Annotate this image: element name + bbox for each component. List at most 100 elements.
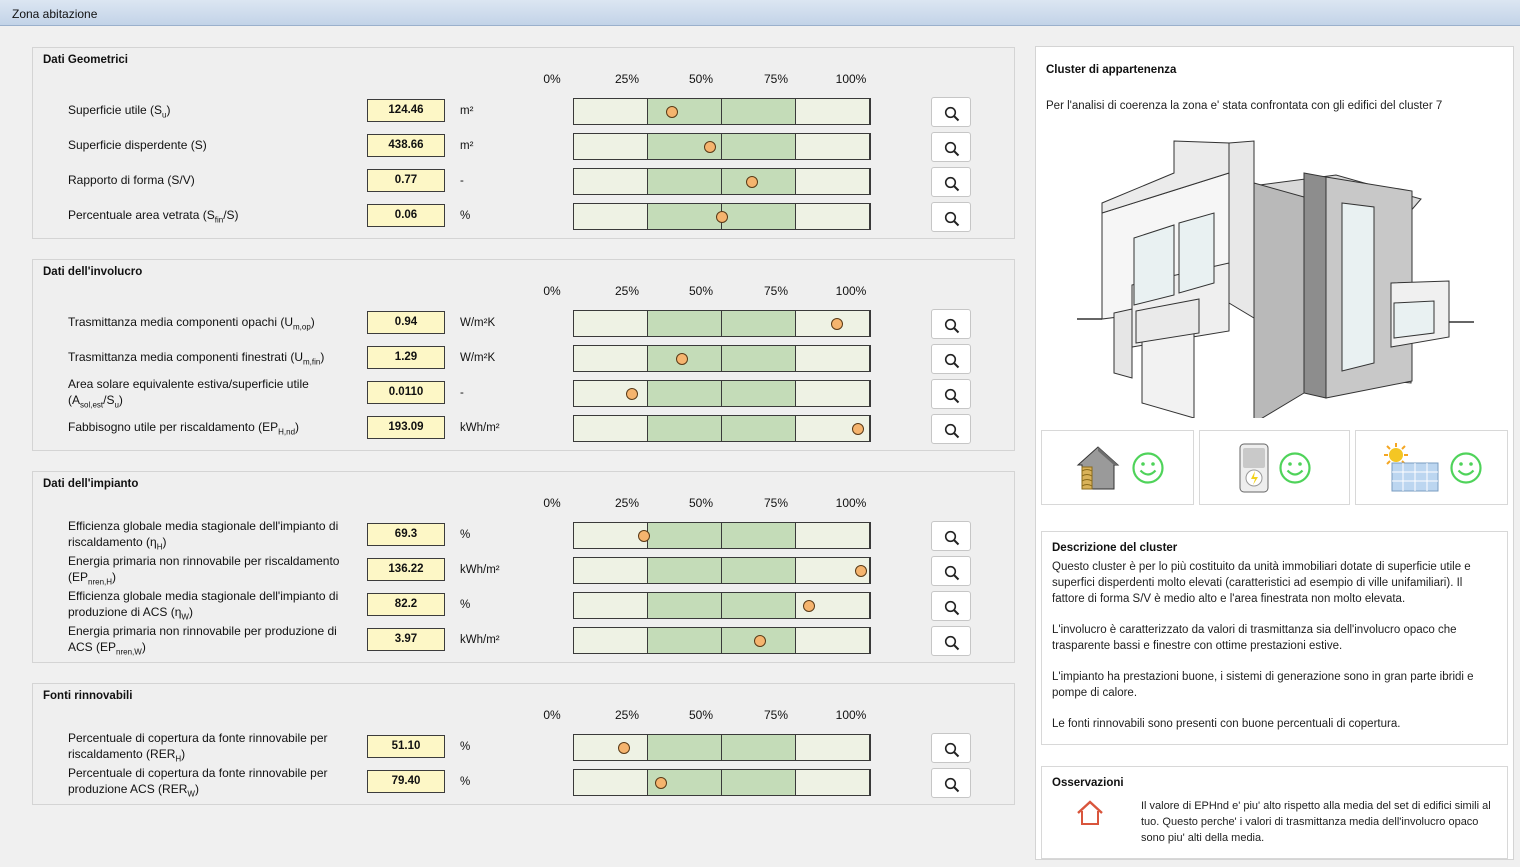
percentile-marker xyxy=(655,777,668,789)
indicator-unit: kWh/m² xyxy=(460,564,500,576)
indicator-value: 1.29 xyxy=(367,346,445,369)
magnifier-icon xyxy=(944,141,960,157)
indicator-label: Trasmittanza media componenti opachi (Um… xyxy=(68,315,315,332)
description-p3: L'impianto ha prestazioni buone, i siste… xyxy=(1052,671,1474,699)
percentile-marker xyxy=(704,141,717,153)
percentile-marker xyxy=(745,176,758,188)
bar-segment xyxy=(722,134,796,159)
bar-segment xyxy=(648,735,722,760)
details-button[interactable] xyxy=(931,414,971,444)
magnifier-icon xyxy=(944,777,960,793)
scale-label: 25% xyxy=(614,72,640,86)
bar-segment xyxy=(796,381,870,406)
magnifier-icon xyxy=(944,600,960,616)
percentile-bar xyxy=(573,627,871,654)
observations-title: Osservazioni xyxy=(1052,777,1124,789)
indicator-row: Fabbisogno utile per riscaldamento (EPH,… xyxy=(33,413,1016,447)
details-button[interactable] xyxy=(931,591,971,621)
indicator-unit: m² xyxy=(460,140,474,152)
details-button[interactable] xyxy=(931,521,971,551)
percentile-marker xyxy=(637,530,650,542)
bar-segment xyxy=(648,381,722,406)
section-title: Dati dell'involucro xyxy=(43,266,143,278)
percentile-marker xyxy=(831,318,844,330)
indicator-value: 0.94 xyxy=(367,311,445,334)
bar-segment xyxy=(796,99,870,124)
percentile-marker xyxy=(754,635,767,647)
details-button[interactable] xyxy=(931,768,971,798)
details-button[interactable] xyxy=(931,379,971,409)
indicator-label: Percentuale di copertura da fonte rinnov… xyxy=(68,766,328,799)
percentile-bar xyxy=(573,769,871,796)
scale-label: 75% xyxy=(763,496,789,510)
bar-segment xyxy=(722,523,796,548)
indicator-unit: % xyxy=(460,776,471,788)
indicator-unit: % xyxy=(460,210,471,222)
bar-segment xyxy=(722,381,796,406)
observations-text: Il valore di EPHnd e' piu' alto rispetto… xyxy=(1141,800,1491,844)
details-button[interactable] xyxy=(931,167,971,197)
percentile-bar xyxy=(573,415,871,442)
scale-label: 50% xyxy=(688,496,714,510)
indicator-row: Efficienza globale media stagionale dell… xyxy=(33,589,1016,624)
bar-segment xyxy=(574,523,648,548)
scale-label: 50% xyxy=(688,284,714,298)
heat-pump-icon xyxy=(1239,443,1269,493)
details-button[interactable] xyxy=(931,132,971,162)
indicator-unit: % xyxy=(460,529,471,541)
scale-label: 50% xyxy=(688,708,714,722)
percentile-bar xyxy=(573,133,871,160)
bar-segment xyxy=(574,204,648,229)
details-button[interactable] xyxy=(931,97,971,127)
bar-segment xyxy=(574,134,648,159)
indicator-row: Energia primaria non rinnovabile per pro… xyxy=(33,624,1016,659)
cluster-description: Descrizione del cluster Questo cluster è… xyxy=(1041,531,1508,745)
indicator-value: 438.66 xyxy=(367,134,445,157)
magnifier-icon xyxy=(944,635,960,651)
bar-segment xyxy=(574,416,648,441)
bar-segment xyxy=(796,169,870,194)
details-button[interactable] xyxy=(931,344,971,374)
section-1: Dati dell'involucro 0% 25% 50% 75% 100% Trasmi… xyxy=(32,259,1015,451)
section-title: Fonti rinnovabili xyxy=(43,690,133,702)
bar-segment xyxy=(722,593,796,618)
indicator-label: Fabbisogno utile per riscaldamento (EPH,… xyxy=(68,420,300,437)
percentile-bar xyxy=(573,203,871,230)
percentile-bar xyxy=(573,310,871,337)
percentile-marker xyxy=(855,565,868,577)
percentile-bar xyxy=(573,345,871,372)
scale-label: 100% xyxy=(835,72,867,86)
details-button[interactable] xyxy=(931,202,971,232)
details-button[interactable] xyxy=(931,626,971,656)
window-title: Zona abitazione xyxy=(0,0,1520,26)
bar-segment xyxy=(648,523,722,548)
indicator-unit: - xyxy=(460,175,464,187)
magnifier-icon xyxy=(944,742,960,758)
scale-label: 100% xyxy=(835,496,867,510)
magnifier-icon xyxy=(944,530,960,546)
bar-segment xyxy=(574,735,648,760)
details-button[interactable] xyxy=(931,556,971,586)
bar-segment xyxy=(796,134,870,159)
indicator-label: Energia primaria non rinnovabile per pro… xyxy=(68,624,337,657)
building-illustration xyxy=(1077,140,1474,418)
indicator-label: Area solare equivalente estiva/superfici… xyxy=(68,377,309,410)
bar-segment xyxy=(574,346,648,371)
details-button[interactable] xyxy=(931,733,971,763)
indicator-value: 136.22 xyxy=(367,558,445,581)
magnifier-icon xyxy=(944,388,960,404)
bar-segment xyxy=(722,311,796,336)
indicator-value: 51.10 xyxy=(367,735,445,758)
scale-label: 100% xyxy=(835,708,867,722)
indicator-label: Superficie utile (Su) xyxy=(68,103,171,120)
indicator-label: Trasmittanza media componenti finestrati… xyxy=(68,350,325,367)
description-p1: Questo cluster è per lo più costituito d… xyxy=(1052,561,1471,605)
house-insulation-icon xyxy=(1076,446,1120,490)
bar-segment xyxy=(574,770,648,795)
details-button[interactable] xyxy=(931,309,971,339)
section-title: Dati Geometrici xyxy=(43,54,128,66)
percentile-marker xyxy=(625,388,638,400)
smile-icon xyxy=(1450,452,1482,484)
renewables-card xyxy=(1355,430,1508,505)
indicator-unit: % xyxy=(460,599,471,611)
